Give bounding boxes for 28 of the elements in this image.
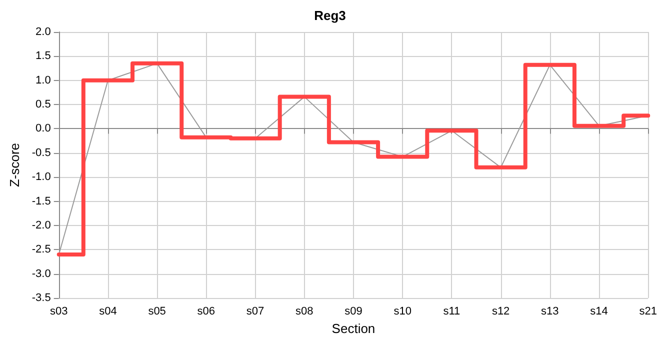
x-tick-label: s21 (639, 306, 658, 318)
y-tick-label: -2.0 (32, 219, 51, 232)
x-tick-label: s03 (50, 306, 68, 318)
x-tick-label: s04 (99, 306, 117, 318)
y-tick-label: -0.5 (32, 146, 51, 159)
chart-title: Reg3 (314, 8, 346, 23)
y-tick-label: 1.5 (36, 50, 51, 62)
y-tick-label: -3.5 (32, 292, 51, 304)
y-tick-label: -1.0 (32, 171, 51, 184)
x-tick-label: s07 (246, 306, 264, 318)
x-tick-label: s05 (148, 306, 166, 318)
x-tick-label: s09 (344, 306, 362, 318)
y-tick-label: 2.0 (36, 26, 51, 38)
x-axis-title: Section (332, 320, 376, 336)
y-tick-label: -1.5 (32, 195, 51, 208)
y-axis-title: Z-score (7, 142, 22, 188)
x-tick-label: s13 (541, 306, 559, 318)
x-tick-label: s12 (492, 306, 510, 318)
x-tick-label: s11 (443, 306, 460, 318)
x-tick-label: s06 (197, 306, 216, 318)
y-tick-label: 1.0 (36, 74, 51, 86)
x-tick-label: s10 (394, 306, 412, 318)
x-tick-label: s08 (296, 306, 314, 318)
y-tick-label: 0.5 (36, 98, 51, 111)
y-tick-label: -2.5 (32, 244, 51, 256)
y-tick-label: 0.0 (36, 122, 51, 135)
x-tick-label: s14 (590, 306, 608, 318)
y-tick-label: -3.0 (32, 268, 51, 280)
